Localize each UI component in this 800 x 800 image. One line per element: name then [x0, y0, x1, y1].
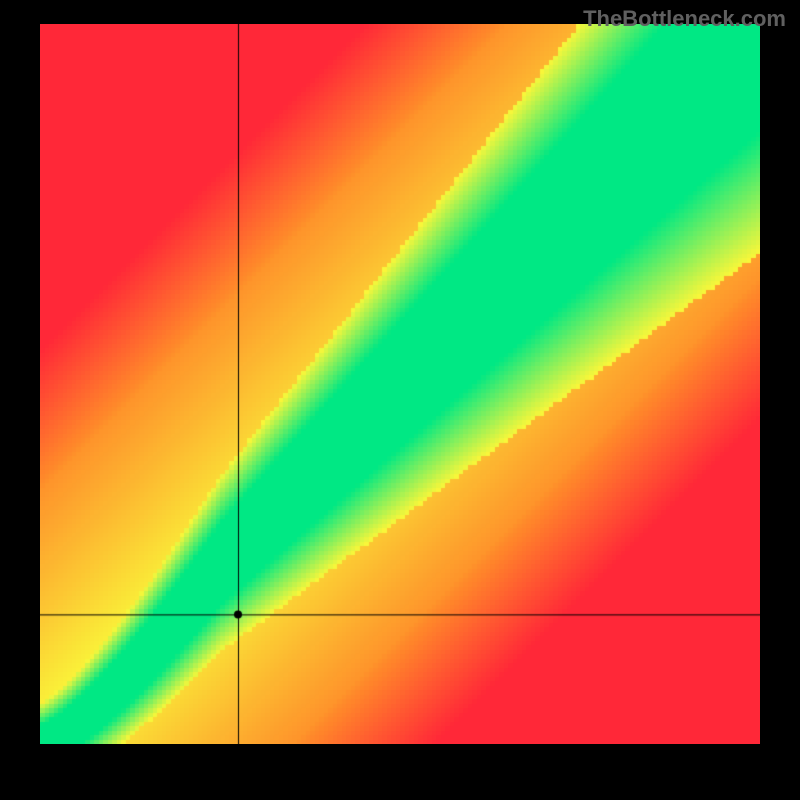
chart-container: TheBottleneck.com: [0, 0, 800, 800]
attribution-text: TheBottleneck.com: [583, 6, 786, 32]
bottleneck-heatmap: [40, 24, 760, 744]
